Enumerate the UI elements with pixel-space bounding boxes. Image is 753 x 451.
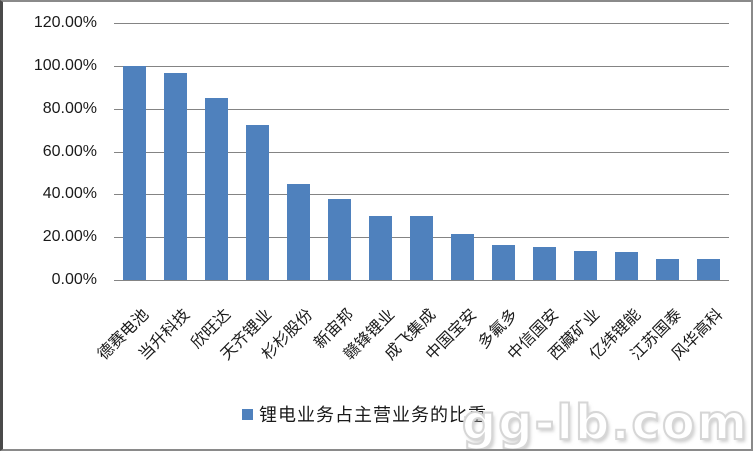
bar [574,251,597,280]
plot-area [114,23,729,281]
gridline [114,108,729,110]
gridline [114,65,729,67]
y-axis-tick-label: 0.00% [51,271,97,288]
bar [123,65,146,280]
bar [328,198,351,280]
bar [615,252,638,280]
bar [369,215,392,280]
bar [533,246,556,280]
bar [246,124,269,280]
bar [410,215,433,280]
gridline [114,151,729,153]
bar [656,258,679,280]
legend: 锂电业务占主营业务的比重 [242,402,487,426]
bar [697,258,720,280]
y-axis-tick-label: 20.00% [42,228,97,246]
bar [451,233,474,280]
bar [164,73,187,280]
y-axis-tick-label: 120.00% [33,14,97,31]
y-axis-tick-label: 80.00% [42,99,97,117]
y-axis-tick-label: 60.00% [42,142,97,160]
bar [492,244,515,280]
bar [287,183,310,280]
watermark: gg-lb.com [461,394,749,451]
legend-label: 锂电业务占主营业务的比重 [259,405,487,425]
y-axis-tick-label: 40.00% [42,185,97,203]
bar [205,97,228,280]
gridline [114,194,729,196]
legend-marker-icon [242,408,253,420]
y-axis-tick-label: 100.00% [33,56,97,74]
gridline [114,23,729,24]
